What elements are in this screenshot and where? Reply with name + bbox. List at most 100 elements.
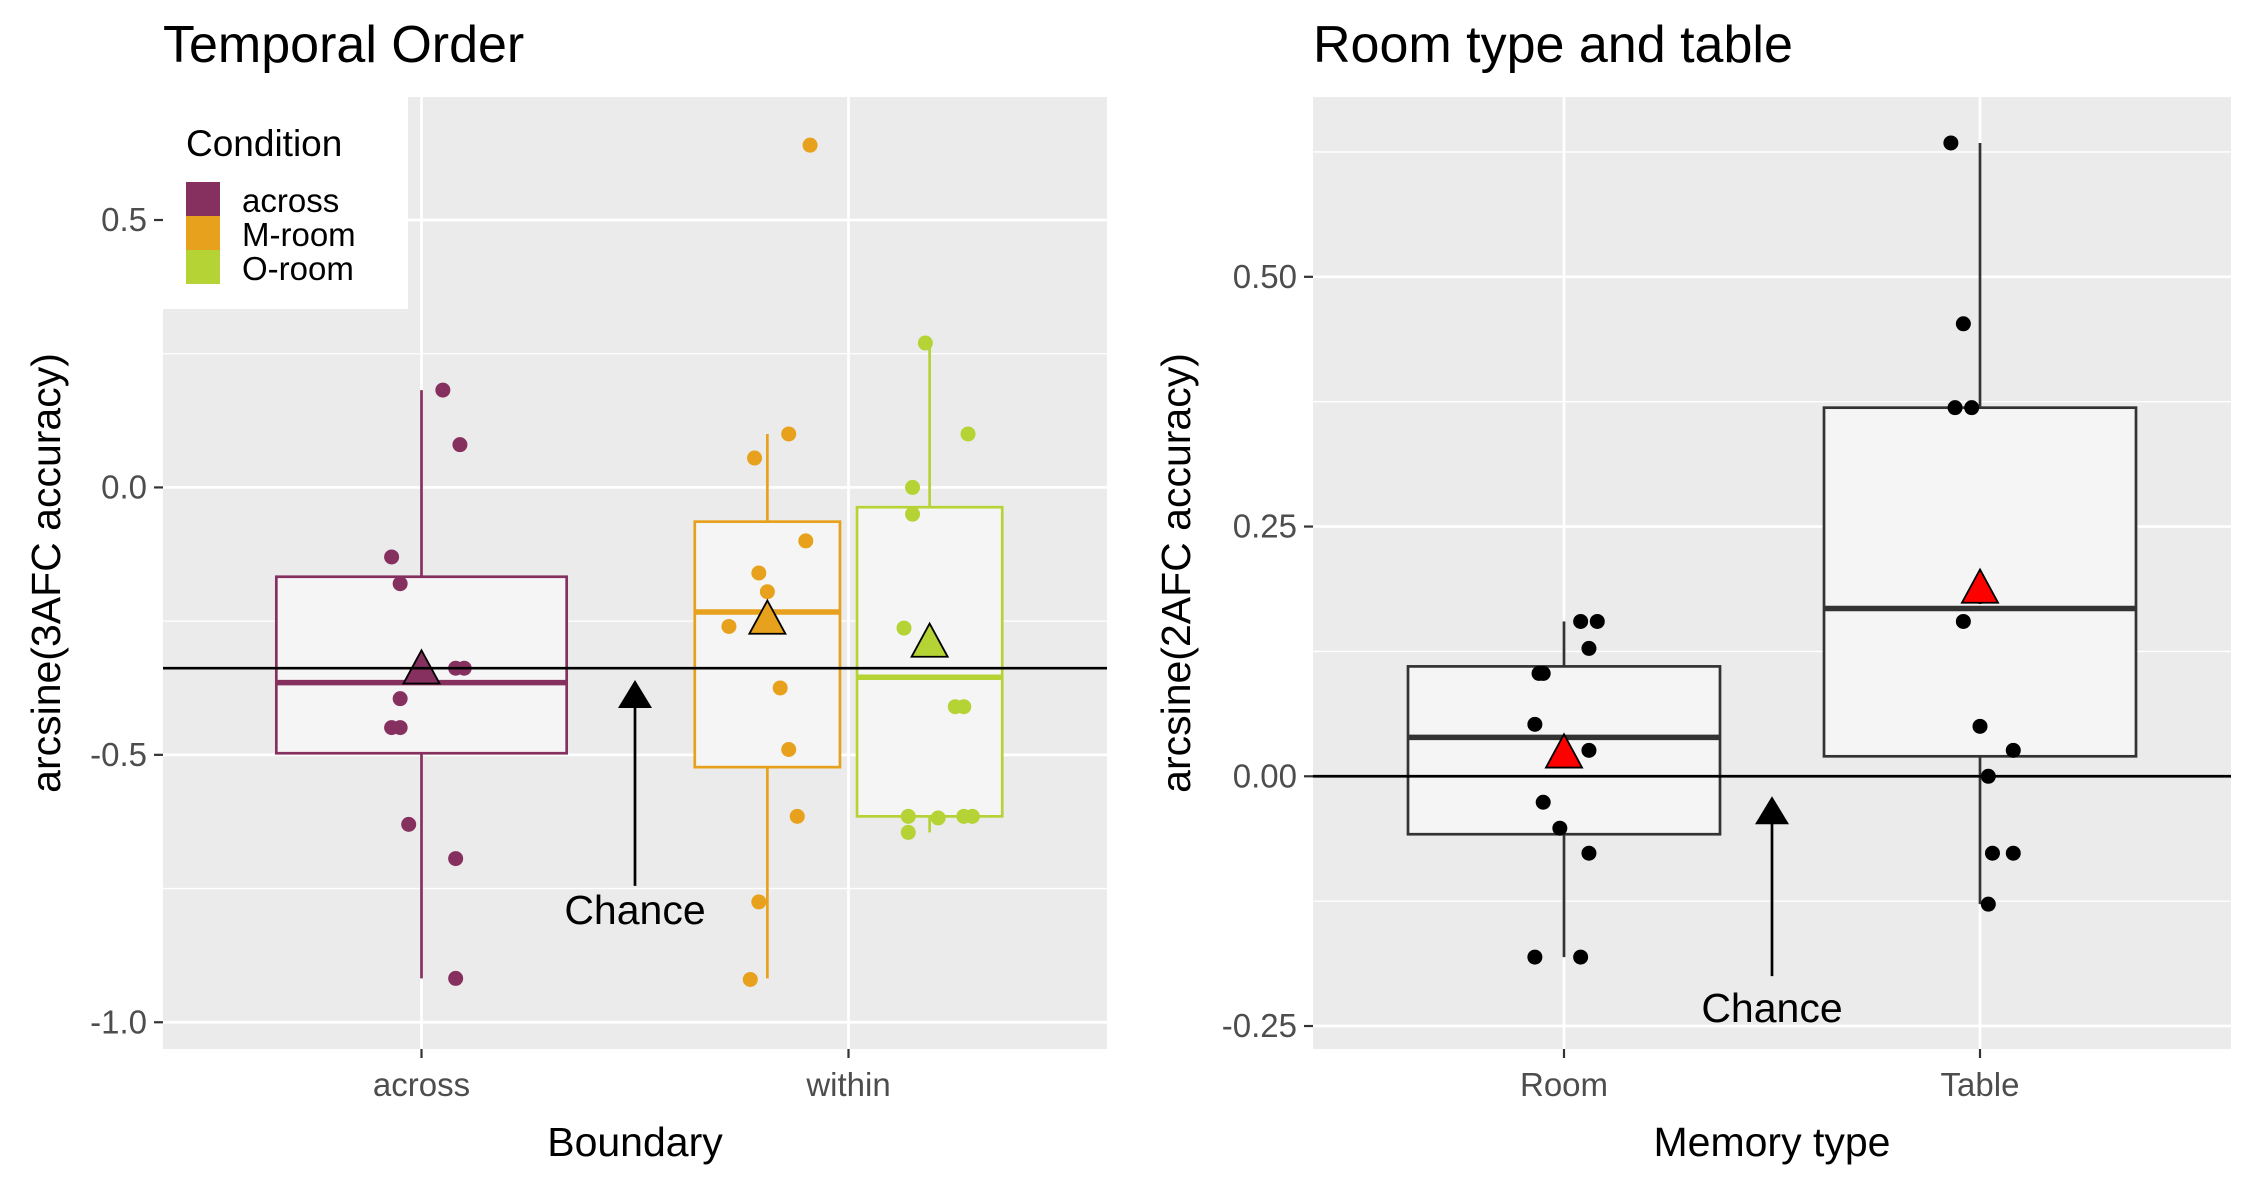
legend-label-o-room: O-room [242, 250, 354, 287]
data-point [781, 426, 797, 442]
data-point [905, 479, 921, 495]
legend-label-m-room: M-room [242, 216, 356, 253]
x-tick-label: across [373, 1066, 470, 1103]
data-point [742, 971, 758, 987]
data-point [1535, 794, 1551, 810]
data-point [896, 620, 912, 636]
data-point [1955, 613, 1971, 629]
legend-title: Condition [186, 123, 342, 164]
data-point [1581, 640, 1597, 656]
data-point [392, 691, 408, 707]
data-point [452, 437, 468, 453]
chance-label: Chance [564, 887, 705, 933]
gridlines [163, 97, 1107, 1049]
y-axis-ticks: 0.50 0.25 0.00 -0.25 [1222, 258, 1313, 1044]
box-body [693, 520, 842, 769]
data-point [789, 808, 805, 824]
legend: Condition across M-room O-room [163, 97, 408, 309]
data-point [1581, 742, 1597, 758]
mean-marker [1544, 732, 1584, 769]
data-point [1589, 613, 1605, 629]
chart-title: Room type and table [1313, 16, 1793, 74]
data-point [964, 808, 980, 824]
chance-arrow-head [1755, 796, 1789, 825]
x-tick-label: within [805, 1066, 890, 1103]
data-point [798, 533, 814, 549]
data-point [435, 382, 451, 398]
box-o-room [855, 343, 1004, 833]
data-point [1535, 665, 1551, 681]
chance-reference: Chance [1313, 774, 2231, 1031]
data-point [905, 506, 921, 522]
data-point [1581, 845, 1597, 861]
box-body [855, 505, 1004, 818]
y-tick-label: 0.50 [1233, 258, 1297, 295]
mean-marker [747, 598, 787, 635]
data-point [930, 810, 946, 826]
data-point [1980, 896, 1996, 912]
data-point [1984, 845, 2000, 861]
data-point [781, 741, 797, 757]
data-point [448, 970, 464, 986]
data-point [1527, 716, 1543, 732]
mean-marker [910, 621, 950, 658]
data-point [1955, 316, 1971, 332]
data-point [917, 335, 933, 351]
data-point [1943, 135, 1959, 151]
x-tick-label: Room [1520, 1066, 1608, 1103]
x-axis-ticks: Room Table [1520, 1049, 2019, 1103]
data-point [1573, 949, 1589, 965]
data-point [1552, 820, 1568, 836]
data-point [900, 808, 916, 824]
y-axis-ticks: 0.5 0.0 -0.5 -1.0 [90, 201, 163, 1040]
data-point [900, 824, 916, 840]
data-point [751, 894, 767, 910]
data-point [956, 699, 972, 715]
data-point [384, 549, 400, 565]
data-point [1527, 949, 1543, 965]
mean-marker [1960, 567, 2000, 604]
data-point [1947, 400, 1963, 416]
y-tick-label: -1.0 [90, 1003, 147, 1040]
x-axis-ticks: across within [373, 1049, 891, 1103]
x-tick-label: Table [1941, 1066, 2020, 1103]
data-point [747, 450, 763, 466]
y-axis-title: arcsine(2AFC accuracy) [1153, 353, 1199, 793]
y-tick-label: -0.25 [1222, 1007, 1297, 1044]
y-tick-label: 0.00 [1233, 757, 1297, 794]
box-table [1822, 142, 2138, 905]
y-axis-title: arcsine(3AFC accuracy) [23, 353, 69, 793]
boxes [274, 343, 1004, 979]
data-point [392, 720, 408, 736]
temporal-order-panel: Temporal Order Chance 0.5 0.0 -0.5 -1.0 acr… [23, 16, 1107, 1165]
legend-label-across: across [242, 182, 339, 219]
data-point [2005, 742, 2021, 758]
chart-title: Temporal Order [163, 16, 524, 74]
y-tick-label: -0.5 [90, 736, 147, 773]
data-point [1573, 613, 1589, 629]
x-axis-title: Boundary [547, 1119, 723, 1165]
data-point [1972, 718, 1988, 734]
data-point [751, 565, 767, 581]
legend-key-o-room [186, 250, 220, 284]
y-tick-label: 0.25 [1233, 508, 1297, 545]
data-point [392, 576, 408, 592]
data-point [802, 137, 818, 153]
y-tick-label: 0.5 [101, 201, 147, 238]
legend-key-across [186, 182, 220, 216]
data-point [960, 426, 976, 442]
legend-key-m-room [186, 216, 220, 250]
y-tick-label: 0.0 [101, 468, 147, 505]
room-type-and-table-panel: Room type and table Chance 0.50 0.25 0.00 -… [1153, 16, 2231, 1165]
data-point [1964, 400, 1980, 416]
chance-arrow-head [618, 679, 652, 708]
x-axis-title: Memory type [1654, 1119, 1891, 1165]
data-point [721, 618, 737, 634]
data-point [772, 680, 788, 696]
data-point [448, 851, 464, 867]
chance-label: Chance [1701, 985, 1842, 1031]
data-point [2005, 845, 2021, 861]
chance-reference: Chance [163, 666, 1107, 933]
data-point [759, 584, 775, 600]
